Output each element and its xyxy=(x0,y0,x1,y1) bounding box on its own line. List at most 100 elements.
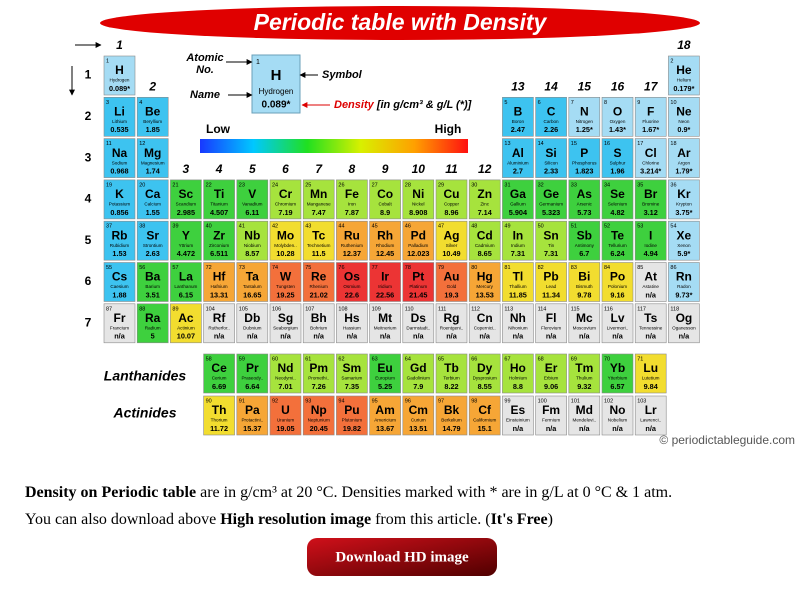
group-label: 1 xyxy=(116,38,123,52)
atomic-no-label: Atomic xyxy=(185,52,223,64)
density: 12.37 xyxy=(343,249,361,258)
density: 9.32 xyxy=(577,382,591,391)
density: 3.75* xyxy=(675,208,692,217)
cell-bg xyxy=(468,395,501,436)
atomic-number: 49 xyxy=(504,224,510,230)
cell-bg xyxy=(634,220,667,261)
atomic-number: 39 xyxy=(172,224,178,230)
symbol: Yb xyxy=(610,361,625,375)
atomic-number: 33 xyxy=(571,182,577,188)
atomic-number: 46 xyxy=(405,224,411,230)
cell-bg xyxy=(435,353,468,394)
atomic-number: 28 xyxy=(405,182,411,188)
cell-bg xyxy=(601,395,634,436)
density: 5 xyxy=(151,332,155,341)
element-name: Yttrium xyxy=(179,243,194,248)
group-label: 9 xyxy=(382,162,389,176)
atomic-number: 101 xyxy=(571,398,580,404)
element-name: Arsenic xyxy=(577,202,593,207)
symbol: As xyxy=(577,187,593,201)
atomic-number: 86 xyxy=(670,265,676,271)
atomic-number: 78 xyxy=(405,265,411,271)
atomic-number: 117 xyxy=(637,306,646,312)
atomic-number: 106 xyxy=(272,306,281,312)
density: 7.19 xyxy=(278,208,292,217)
symbol: Ru xyxy=(344,228,360,242)
density: 8.908 xyxy=(409,208,427,217)
cell-bg xyxy=(203,395,235,436)
note-text: Density on Periodic table xyxy=(25,484,196,501)
atomic-number: 70 xyxy=(604,356,610,362)
element-name: Berkelium xyxy=(441,418,462,423)
element-name: Curium xyxy=(411,418,426,423)
note-text: High resolution image xyxy=(220,511,371,528)
cell-bg xyxy=(369,262,401,302)
atomic-number: 96 xyxy=(405,398,411,404)
symbol: Sb xyxy=(577,228,592,242)
density: 1.55 xyxy=(146,208,160,217)
symbol: Ta xyxy=(246,270,259,284)
symbol: Sr xyxy=(146,228,159,242)
symbol: Cr xyxy=(279,187,293,201)
atomic-number: 27 xyxy=(372,182,378,188)
atomic-number: 116 xyxy=(604,306,613,312)
button-label[interactable]: Download HD image xyxy=(335,549,469,565)
density: 22.6 xyxy=(345,290,359,299)
element-name: Rhodium xyxy=(376,243,395,248)
download-button[interactable]: Download HD image xyxy=(307,538,497,576)
symbol: Os xyxy=(344,270,360,284)
atomic-number: 54 xyxy=(670,224,676,230)
element-name: Livermori.. xyxy=(607,326,628,331)
atomic-number: 92 xyxy=(272,398,278,404)
density: 1.79* xyxy=(675,167,692,176)
symbol: Rn xyxy=(676,270,692,284)
density: 0.9* xyxy=(677,125,690,134)
cell-bg xyxy=(236,395,269,436)
symbol: P xyxy=(580,146,588,160)
cell-bg xyxy=(402,179,435,220)
symbol: Ce xyxy=(211,361,227,375)
atomic-number: 51 xyxy=(571,224,577,230)
density: 0.856 xyxy=(110,208,128,217)
period-label: 1 xyxy=(85,68,92,82)
group-label: 17 xyxy=(644,79,659,93)
symbol: Tm xyxy=(575,361,593,375)
atomic-number: 109 xyxy=(372,306,381,312)
cell-bg xyxy=(535,395,567,436)
atomic-number: 42 xyxy=(272,224,278,230)
element-name: Dubnium xyxy=(243,326,262,331)
cell-bg xyxy=(601,179,634,220)
element-name: Rubidium xyxy=(110,243,130,248)
symbol: Ba xyxy=(145,270,161,284)
atomic-number: 23 xyxy=(239,182,245,188)
element-name: Radium xyxy=(145,326,161,331)
symbol: Pm xyxy=(309,361,328,375)
symbol: Cn xyxy=(477,311,493,325)
element-name: Xenon xyxy=(677,243,691,248)
density: 11.5 xyxy=(312,249,326,258)
group-label: 2 xyxy=(148,79,156,93)
button-bg[interactable] xyxy=(307,538,497,576)
symbol: Hs xyxy=(344,311,360,325)
cell-bg xyxy=(568,97,601,137)
symbol: Ga xyxy=(510,187,526,201)
element-name: Darmstadt.. xyxy=(406,326,430,331)
density: 16.65 xyxy=(243,290,261,299)
atomic-number: 66 xyxy=(471,356,477,362)
group-label: 15 xyxy=(578,79,592,93)
cell-bg xyxy=(568,220,601,261)
